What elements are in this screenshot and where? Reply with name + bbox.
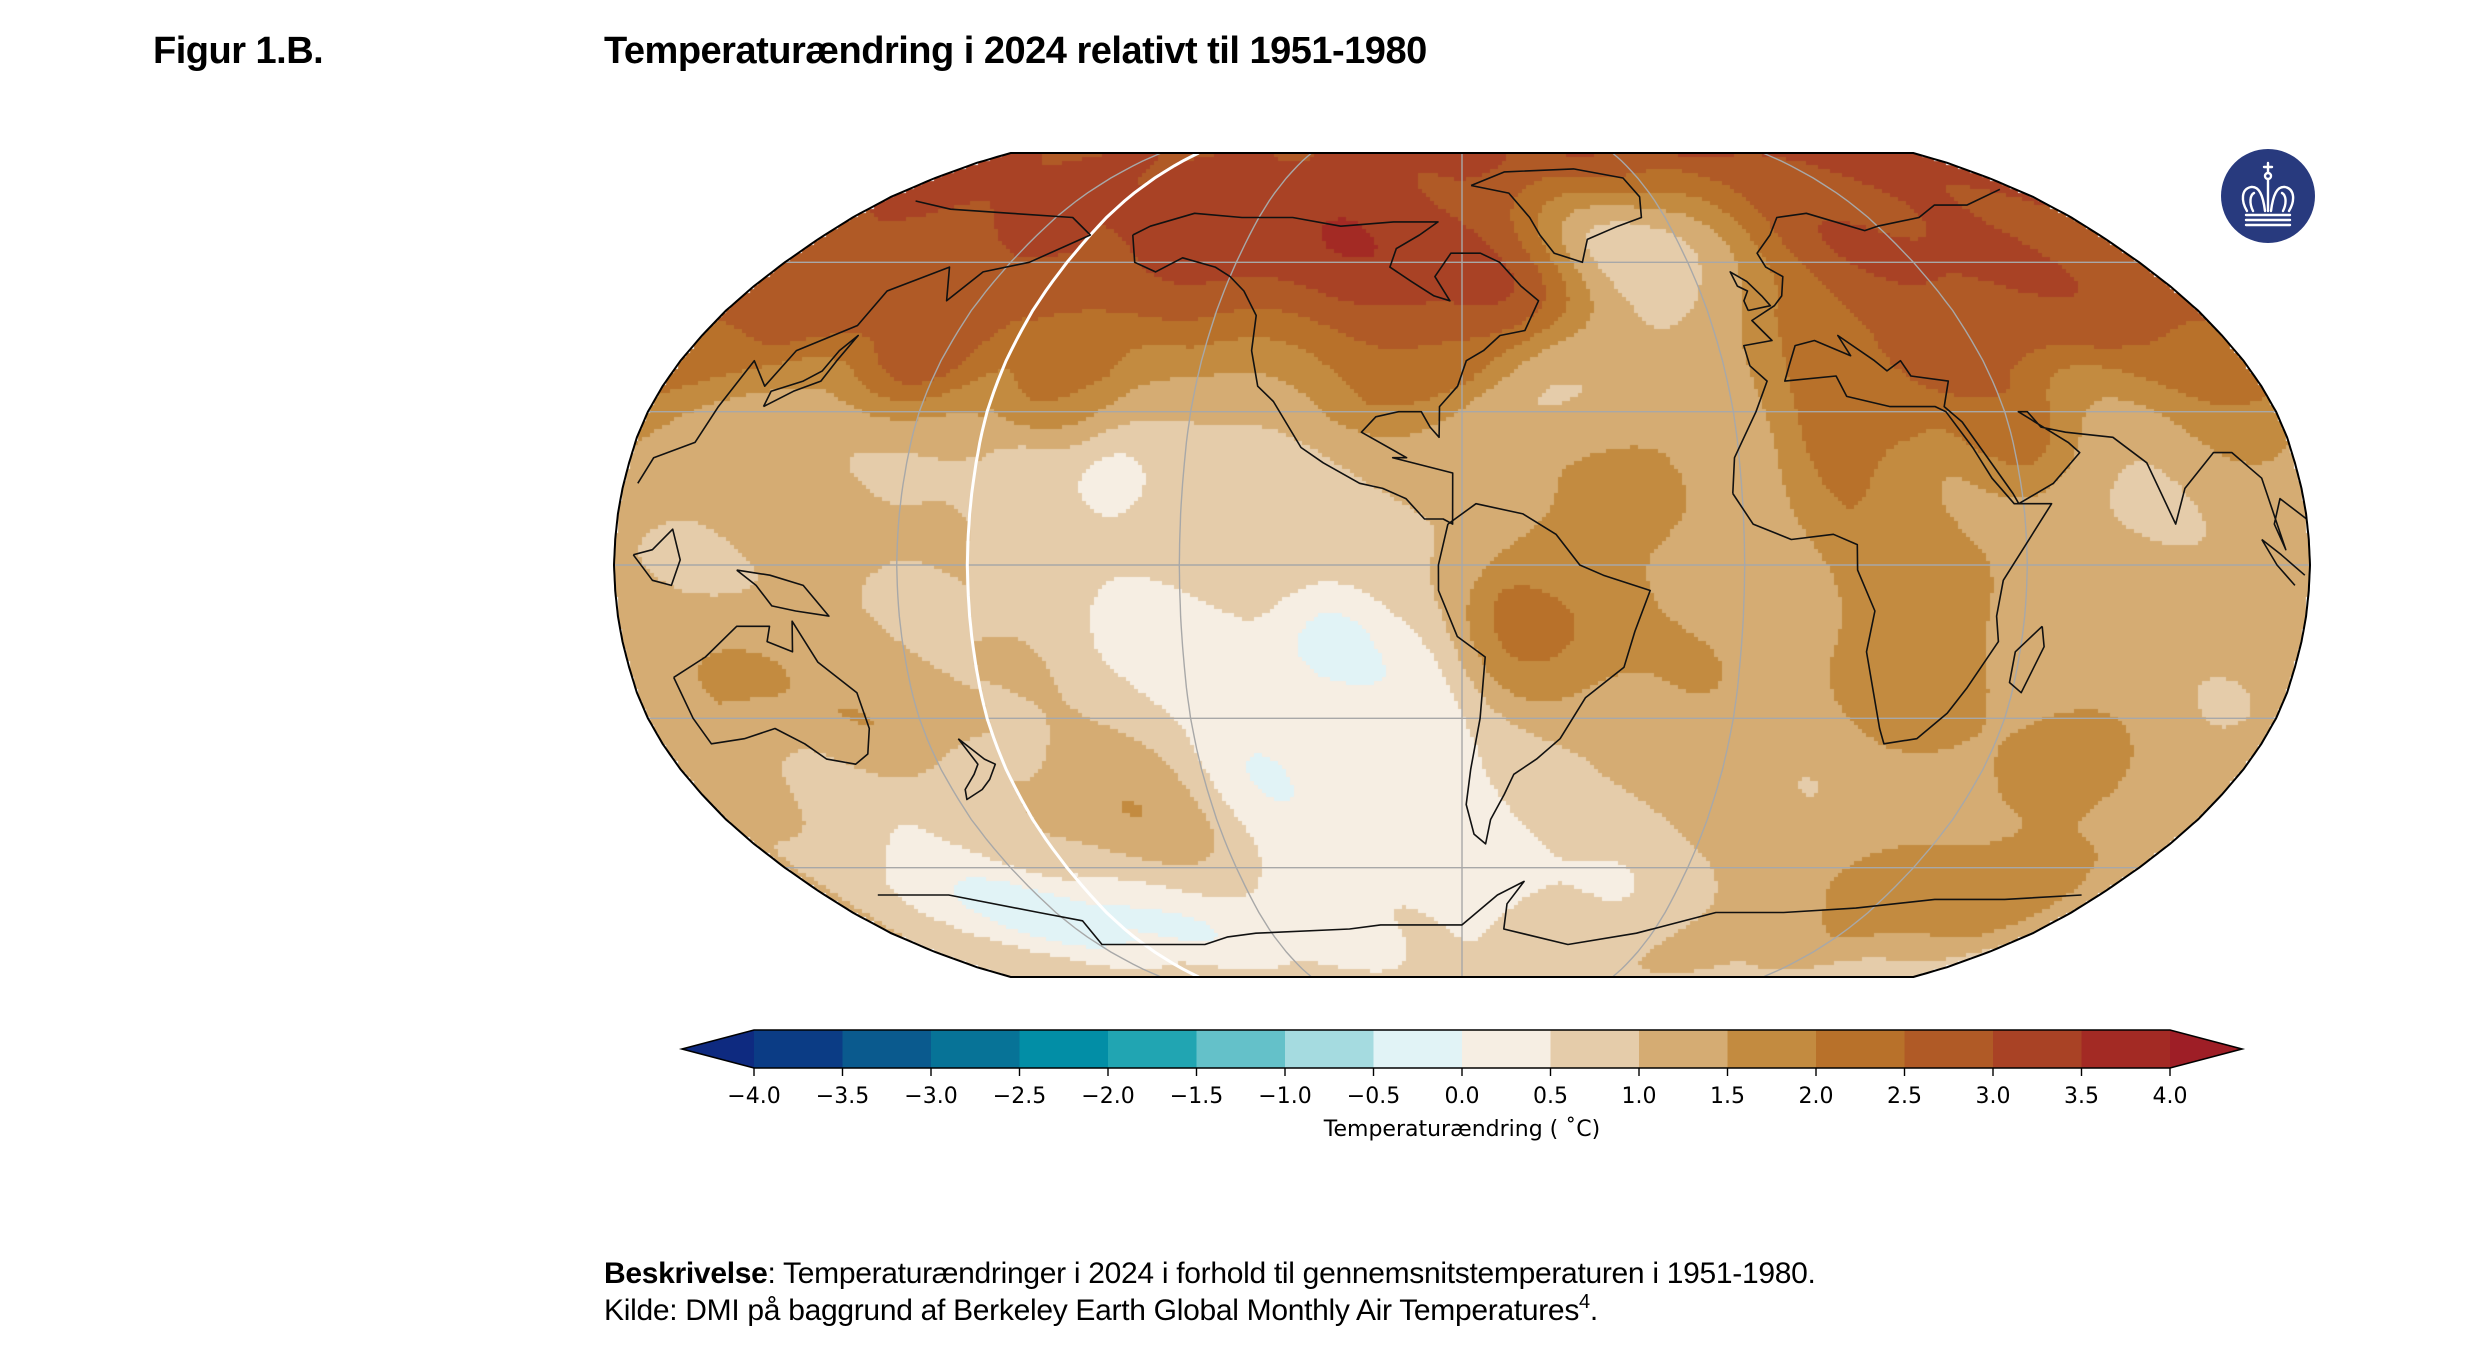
colorbar-bin xyxy=(1462,1030,1551,1068)
colorbar-extend-low xyxy=(682,1030,754,1068)
map-outline xyxy=(612,152,2312,978)
danish-crown-logo xyxy=(2221,149,2315,243)
colorbar-tick-label: 2.0 xyxy=(1799,1084,1834,1109)
colorbar-bin xyxy=(1285,1030,1374,1068)
colorbar: −4.0 −3.5 −3.0 −2.5 −2.0 −1.5 −1.0 −0.5 0.0 0.5 1.… xyxy=(678,1029,2246,1109)
colorbar-tick-label: 4.0 xyxy=(2153,1084,2188,1109)
figure-caption: Beskrivelse: Temperaturændringer i 2024 … xyxy=(604,1255,1816,1329)
colorbar-tick-label: 3.0 xyxy=(1976,1084,2011,1109)
source-end: . xyxy=(1589,1294,1598,1327)
coastline-japan xyxy=(762,334,859,408)
gridline-lon--15 xyxy=(1611,152,1746,978)
colorbar-tick-label: 0.0 xyxy=(1445,1084,1480,1109)
coastlines xyxy=(632,168,2308,946)
colorbar-tick-label: 0.5 xyxy=(1533,1084,1568,1109)
colorbar-bin xyxy=(931,1030,1020,1068)
colorbar-bin xyxy=(754,1030,843,1068)
colorbar-bin xyxy=(842,1030,932,1068)
coastline-sumatra xyxy=(2261,538,2306,586)
colorbar-tick-label: −3.5 xyxy=(816,1084,869,1109)
dateline-seam xyxy=(965,151,1200,979)
description-line: Beskrivelse: Temperaturændringer i 2024 … xyxy=(604,1255,1816,1292)
colorbar-tick-label: −1.5 xyxy=(1170,1084,1223,1109)
colorbar-bin xyxy=(1550,1030,1640,1068)
coastline-south-america xyxy=(1437,502,1651,845)
colorbar-tick-label: −2.5 xyxy=(993,1084,1046,1109)
colorbar-bin xyxy=(2081,1030,2171,1068)
source-text: Kilde: DMI på baggrund af Berkeley Earth… xyxy=(604,1294,1580,1327)
coastline-antarctica xyxy=(877,880,2082,946)
gridlines xyxy=(614,151,2311,979)
colorbar-bin xyxy=(1373,1030,1463,1068)
colorbar-bin xyxy=(1639,1030,1728,1068)
colorbar-tick-label: −4.0 xyxy=(727,1084,780,1109)
colorbar-tick-label: 1.0 xyxy=(1622,1084,1657,1109)
colorbar-bin xyxy=(1727,1030,1817,1068)
coastline-north-america xyxy=(1132,212,1540,525)
coastline-eurasia-africa xyxy=(637,188,2308,745)
gridline-lon-45 xyxy=(1762,152,2029,978)
colorbar-tick-label: −3.0 xyxy=(904,1084,957,1109)
coastline-new-zealand xyxy=(957,738,997,801)
coastline-madagascar xyxy=(2008,625,2045,694)
description-label: Beskrivelse xyxy=(604,1257,768,1290)
description-text: : Temperaturændringer i 2024 i forhold t… xyxy=(767,1257,1816,1290)
gridline-lon--135 xyxy=(1178,152,1313,978)
coastline-australia xyxy=(672,620,871,765)
coastline-new-guinea xyxy=(736,569,830,617)
colorbar-tick-label: 3.5 xyxy=(2064,1084,2099,1109)
colorbar-bin xyxy=(1196,1030,1286,1068)
colorbar-bin xyxy=(1019,1030,1109,1068)
colorbar-bin xyxy=(1904,1030,1994,1068)
colorbar-bin xyxy=(1816,1030,1905,1068)
coastline-uk xyxy=(1729,271,1772,312)
colorbar-label: Temperaturændring ( ˚C) xyxy=(1323,1117,1600,1142)
colorbar-tick-label: −2.0 xyxy=(1081,1084,1134,1109)
colorbar-tick-label: −1.0 xyxy=(1258,1084,1311,1109)
colorbar-tick-label: −0.5 xyxy=(1347,1084,1400,1109)
colorbar-bin xyxy=(1108,1030,1197,1068)
coastline-indonesia-borneo xyxy=(632,528,681,587)
colorbar-tick-label: 2.5 xyxy=(1887,1084,1922,1109)
source-line: Kilde: DMI på baggrund af Berkeley Earth… xyxy=(604,1292,1816,1329)
colorbar-extend-high xyxy=(2170,1030,2242,1068)
colorbar-bin xyxy=(1993,1030,2082,1068)
gridline-lon-165 xyxy=(895,152,1162,978)
coastline-greenland xyxy=(1470,168,1643,264)
colorbar-tick-label: 1.5 xyxy=(1710,1084,1745,1109)
footnote-ref: 4 xyxy=(1579,1291,1590,1313)
crown-icon xyxy=(2241,161,2295,227)
